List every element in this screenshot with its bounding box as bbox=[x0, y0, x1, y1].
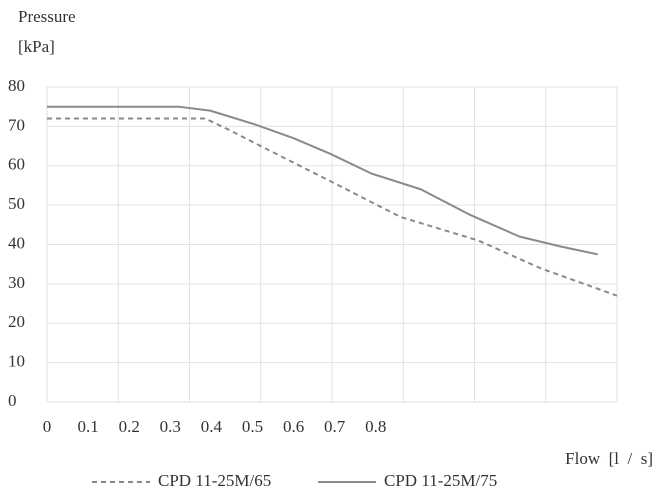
legend-label: CPD 11-25M/65 bbox=[158, 471, 271, 490]
x-tick-label: 0.3 bbox=[160, 417, 181, 436]
y-tick-label: 20 bbox=[8, 312, 25, 331]
y-tick-label: 40 bbox=[8, 233, 25, 252]
legend-label: CPD 11-25M/75 bbox=[384, 471, 497, 490]
y-tick-label: 70 bbox=[8, 115, 25, 134]
x-tick-label: 0.1 bbox=[77, 417, 98, 436]
y-axis-unit: [kPa] bbox=[18, 37, 55, 56]
x-axis-label: Flow [l / s] bbox=[565, 449, 653, 468]
y-tick-label: 30 bbox=[8, 273, 25, 292]
x-tick-label: 0.5 bbox=[242, 417, 263, 436]
y-tick-label: 60 bbox=[8, 155, 25, 174]
x-tick-label: 0.2 bbox=[119, 417, 140, 436]
series-line bbox=[47, 105, 598, 256]
y-tick-label: 10 bbox=[8, 352, 25, 371]
y-tick-label: 80 bbox=[8, 76, 25, 95]
y-tick-label: 50 bbox=[8, 194, 25, 213]
x-tick-label: 0.6 bbox=[283, 417, 304, 436]
y-axis-label: Pressure bbox=[18, 7, 76, 26]
x-tick-label: 0.7 bbox=[324, 417, 346, 436]
x-tick-label: 0 bbox=[43, 417, 52, 436]
y-tick-label: 0 bbox=[8, 391, 17, 410]
x-tick-label: 0.8 bbox=[365, 417, 386, 436]
series-line bbox=[47, 117, 618, 297]
x-tick-label: 0.4 bbox=[201, 417, 223, 436]
